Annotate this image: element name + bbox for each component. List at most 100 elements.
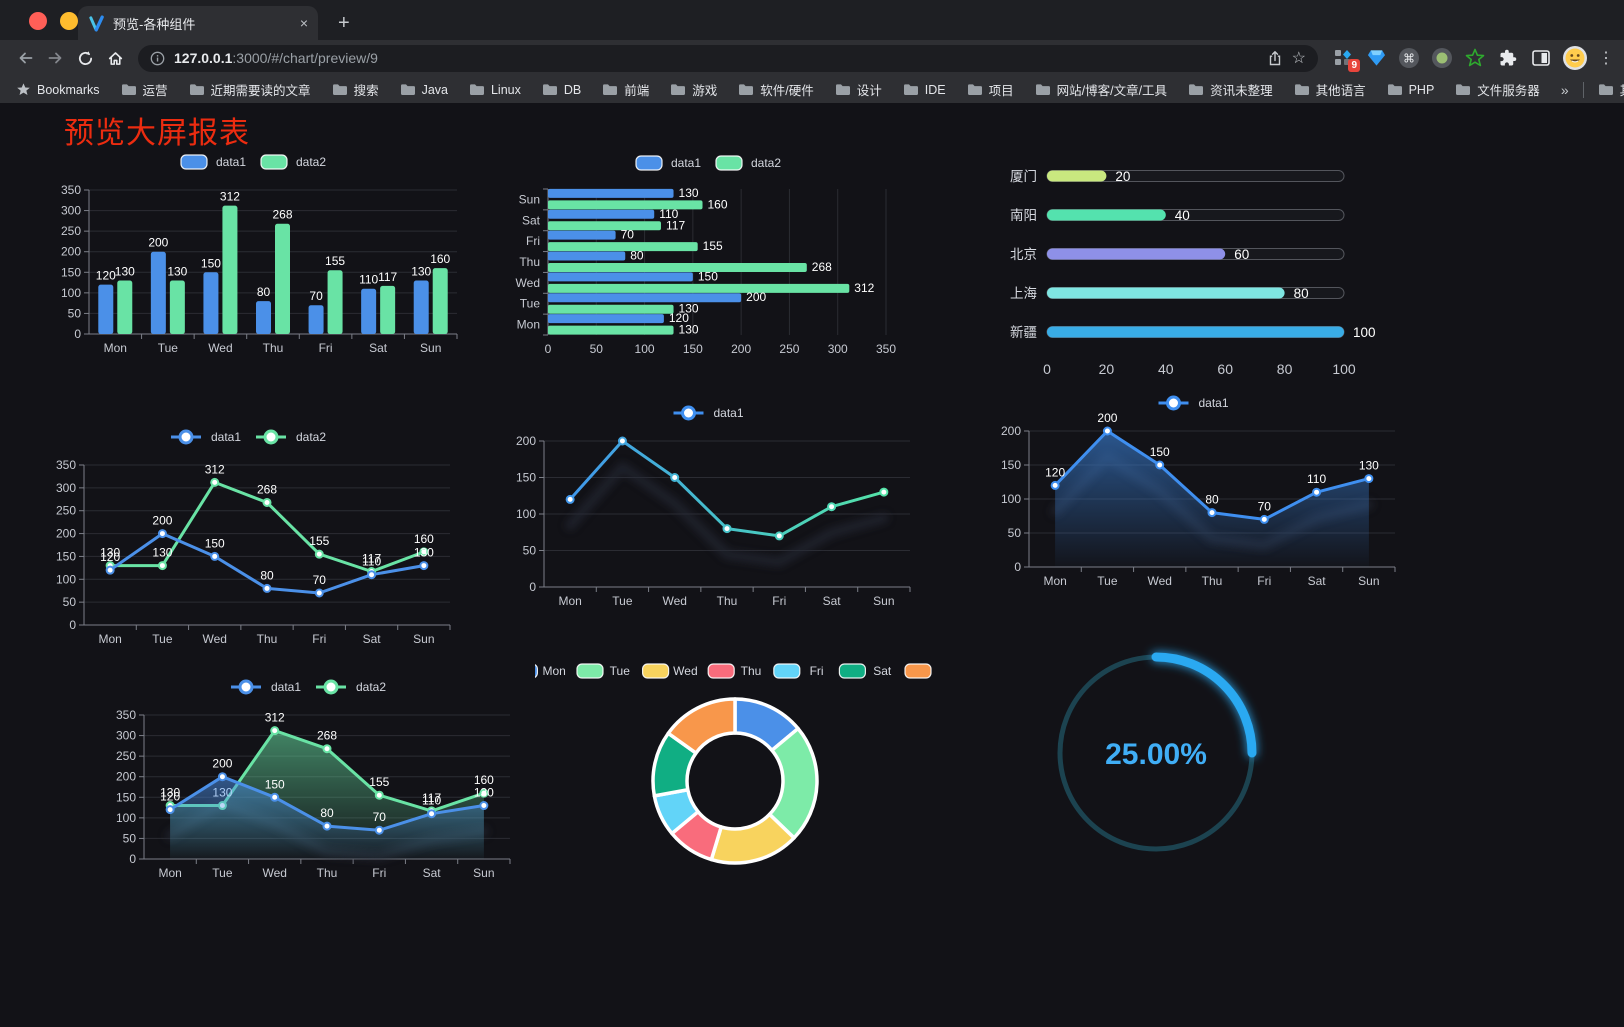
bookmark-folder[interactable]: Linux: [469, 83, 521, 97]
forward-icon[interactable]: [40, 44, 70, 72]
bookmarks-overflow-chevron[interactable]: »: [1560, 81, 1569, 98]
bookmark-label: PHP: [1408, 82, 1435, 97]
svg-text:Wed: Wed: [1147, 574, 1171, 588]
svg-text:110: 110: [422, 794, 441, 808]
svg-text:120: 120: [96, 269, 116, 283]
window-close-button[interactable]: [29, 12, 47, 30]
svg-text:200: 200: [148, 236, 168, 250]
svg-text:155: 155: [325, 254, 345, 268]
ring-progress-gauge[interactable]: 25.00%: [1026, 627, 1286, 879]
folder-icon: [121, 83, 137, 96]
folder-icon: [1035, 83, 1051, 96]
svg-text:上海: 上海: [1010, 286, 1037, 301]
svg-text:50: 50: [63, 595, 77, 609]
command-extension-icon[interactable]: ⌘: [1398, 46, 1420, 70]
recorder-extension-icon[interactable]: [1431, 46, 1453, 70]
url-text[interactable]: 127.0.0.1:3000/#/chart/preview/9: [174, 50, 1258, 66]
capsule-progress-chart[interactable]: 厦门 20 南阳 40 北京 60 上海 80 新疆 100 0 20 40 60 80 100: [995, 152, 1390, 384]
bookmark-folder[interactable]: Java: [400, 83, 448, 97]
svg-text:150: 150: [698, 269, 718, 283]
bookmark-label: 运营: [142, 84, 168, 98]
svg-text:Sun: Sun: [420, 341, 441, 355]
bookmark-folder[interactable]: PHP: [1387, 82, 1435, 97]
menu-kebab-icon[interactable]: ⋮: [1598, 50, 1614, 67]
bookmark-folder[interactable]: 运营: [121, 80, 168, 99]
svg-text:Tue: Tue: [610, 664, 631, 678]
svg-text:160: 160: [414, 532, 434, 546]
two-series-area-chart[interactable]: data1 data2 0 50 100 150 200 250 300 350 Mon Tue Wed…: [100, 673, 520, 889]
green-star-extension-icon[interactable]: [1464, 46, 1486, 70]
bookmark-folder[interactable]: 前端: [602, 80, 649, 99]
svg-text:200: 200: [1097, 411, 1117, 425]
svg-text:50: 50: [68, 306, 82, 320]
tab-close-icon[interactable]: ×: [299, 15, 308, 31]
bookmark-folder[interactable]: 网站/博客/文章/工具: [1035, 80, 1167, 99]
svg-text:Tue: Tue: [1097, 574, 1118, 588]
bookmark-folder[interactable]: DB: [542, 83, 581, 97]
reload-icon[interactable]: [70, 44, 100, 72]
svg-text:data1: data1: [1198, 396, 1228, 410]
bookmark-label: Java: [421, 82, 448, 97]
new-tab-button[interactable]: +: [338, 12, 350, 34]
bookmark-folder[interactable]: 搜索: [332, 80, 379, 99]
bookmark-other-bookmarks[interactable]: 其他书签: [1598, 80, 1624, 99]
gem-extension-icon[interactable]: [1365, 46, 1387, 70]
svg-text:150: 150: [265, 777, 285, 791]
bookmark-folder[interactable]: 其他语言: [1294, 80, 1366, 99]
svg-text:130: 130: [167, 265, 187, 279]
svg-text:200: 200: [61, 245, 81, 259]
browser-tab[interactable]: 预览-各种组件 ×: [78, 6, 318, 40]
bookmark-folder[interactable]: IDE: [903, 83, 946, 97]
svg-text:data2: data2: [296, 430, 326, 444]
two-series-line-chart[interactable]: data1 data2 0 50 100 150 200 250 300 350 Mon Tue Wed…: [40, 423, 460, 655]
svg-text:120: 120: [100, 550, 120, 564]
bookmark-folder[interactable]: 资讯未整理: [1188, 80, 1273, 99]
back-icon[interactable]: [10, 44, 40, 72]
bookmark-label: 设计: [856, 84, 882, 98]
window-minimize-button[interactable]: [60, 12, 78, 30]
svg-text:130: 130: [411, 265, 431, 279]
bookmark-folder[interactable]: 文件服务器: [1455, 80, 1540, 99]
svg-text:Sun: Sun: [1358, 574, 1379, 588]
page-title: 预览大屏报表: [64, 117, 250, 150]
sidebar-toggle-icon[interactable]: [1530, 46, 1552, 70]
svg-text:Wed: Wed: [208, 341, 232, 355]
svg-text:0: 0: [1043, 361, 1051, 377]
bookmark-folder[interactable]: 软件/硬件: [738, 80, 814, 99]
svg-text:150: 150: [683, 342, 703, 356]
bookmark-star-icon[interactable]: ☆: [1291, 50, 1306, 67]
folder-icon: [542, 83, 558, 96]
blue-area-line-chart[interactable]: data1 0 50 100 150 200 Mon Tue Wed Thu Fri Sat Sun 12…: [985, 389, 1405, 597]
svg-text:80: 80: [630, 249, 644, 263]
site-info-icon[interactable]: [150, 51, 165, 66]
bookmark-folder[interactable]: 项目: [967, 80, 1014, 99]
svg-text:312: 312: [220, 190, 240, 204]
svg-text:130: 130: [100, 546, 120, 560]
bookmark-folder[interactable]: 游戏: [670, 80, 717, 99]
svg-text:Tue: Tue: [158, 341, 179, 355]
bookmark-bookmarks[interactable]: Bookmarks: [16, 82, 100, 97]
extensions-puzzle-icon[interactable]: [1497, 46, 1519, 70]
profile-avatar[interactable]: [1563, 46, 1587, 70]
home-icon[interactable]: [100, 44, 130, 72]
svg-text:data2: data2: [296, 155, 326, 169]
bookmark-folder[interactable]: 近期需要读的文章: [189, 80, 311, 99]
svg-text:20: 20: [1115, 169, 1130, 184]
address-bar[interactable]: 127.0.0.1:3000/#/chart/preview/9 ☆: [138, 44, 1318, 72]
gradient-line-chart[interactable]: data1 0 50 100 150 200 Mon Tue Wed Thu Fri Sat Sun: [500, 399, 920, 617]
bookmark-label: 项目: [988, 84, 1014, 98]
svg-text:Fri: Fri: [772, 594, 786, 608]
tab-manager-extension-icon[interactable]: 9: [1332, 46, 1360, 72]
grouped-bar-chart[interactable]: data1 data2 0 50 100 150 200 250 300 350 Mon Tue Wed…: [45, 148, 465, 362]
horizontal-bar-chart[interactable]: data1 data2 0 50 100 150 200 250 300 350 Sun 130 160…: [500, 149, 920, 365]
bookmark-label: Linux: [490, 82, 521, 97]
svg-text:data1: data1: [216, 155, 246, 169]
svg-text:160: 160: [430, 252, 450, 266]
bookmark-folder[interactable]: 设计: [835, 80, 882, 99]
site-favicon-icon: [88, 14, 105, 32]
share-icon[interactable]: [1267, 50, 1283, 67]
svg-text:110: 110: [1307, 472, 1326, 486]
svg-text:Sun: Sun: [873, 594, 894, 608]
svg-text:Fri: Fri: [312, 632, 326, 646]
